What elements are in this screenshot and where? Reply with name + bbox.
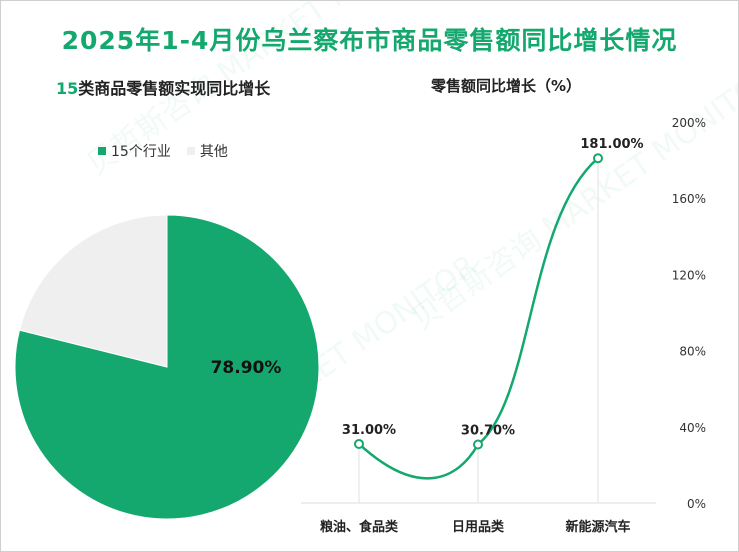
pie-legend: 15个行业 其他 <box>98 141 244 161</box>
x-category-label: 日用品类 <box>452 519 505 535</box>
y-tick-label: 200% <box>672 116 706 130</box>
line-subtitle: 零售额同比增长（%） <box>431 77 582 95</box>
y-tick-label: 160% <box>672 192 706 206</box>
pie-subtitle: 15类商品零售额实现同比增长 <box>56 75 270 99</box>
y-tick-label: 0% <box>687 497 706 511</box>
pie-subtitle-number: 15 <box>56 79 79 98</box>
legend-label-15-industries: 15个行业 <box>111 144 171 160</box>
pie-slice-label: 78.90% <box>211 358 282 378</box>
pie-chart: 78.90% <box>14 214 320 520</box>
watermark-text: 贝哲斯咨询 MARKET MONITOR <box>81 1 459 183</box>
line-chart: 0% 40% 80% 120% 160% 200% 粮油、食品类 日用品类 新能源汽车 31.00… <box>301 116 706 535</box>
data-label: 30.70% <box>461 424 515 439</box>
legend-swatch-green <box>98 147 106 155</box>
series-line <box>358 157 599 480</box>
legend-item-15-industries[interactable]: 15个行业 <box>98 141 171 161</box>
y-tick-label: 120% <box>672 268 706 282</box>
x-category-label: 粮油、食品类 <box>320 519 399 535</box>
chart-title: 2025年1-4月份乌兰察布市商品零售额同比增长情况 <box>61 26 678 55</box>
data-point <box>473 439 483 450</box>
x-category-label: 新能源汽车 <box>565 519 630 535</box>
y-tick-label: 80% <box>679 345 706 359</box>
data-label: 181.00% <box>580 137 643 152</box>
data-point <box>354 438 364 449</box>
legend-item-other[interactable]: 其他 <box>186 141 228 161</box>
pie-slice-other <box>18 214 168 368</box>
y-tick-label: 40% <box>679 421 706 435</box>
legend-swatch-gray <box>186 147 195 155</box>
data-label: 31.00% <box>342 423 396 438</box>
legend-label-other: 其他 <box>199 144 228 160</box>
data-point <box>593 153 603 164</box>
pie-subtitle-text: 类商品零售额实现同比增长 <box>78 79 271 98</box>
